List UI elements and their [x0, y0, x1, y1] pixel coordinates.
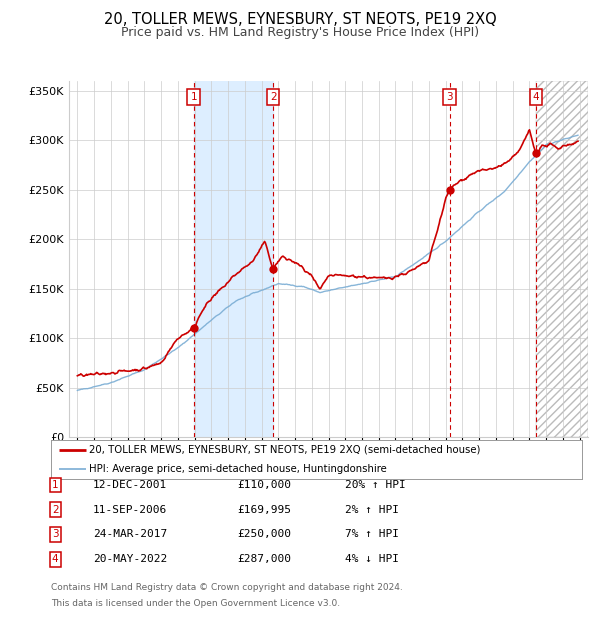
Text: £250,000: £250,000 — [237, 529, 291, 539]
Text: 3: 3 — [52, 529, 59, 539]
Text: 2: 2 — [52, 505, 59, 515]
Text: 11-SEP-2006: 11-SEP-2006 — [93, 505, 167, 515]
Text: HPI: Average price, semi-detached house, Huntingdonshire: HPI: Average price, semi-detached house,… — [89, 464, 387, 474]
Bar — [536, 81, 588, 437]
Text: £110,000: £110,000 — [237, 480, 291, 490]
Text: 20% ↑ HPI: 20% ↑ HPI — [345, 480, 406, 490]
Text: 20-MAY-2022: 20-MAY-2022 — [93, 554, 167, 564]
Text: Price paid vs. HM Land Registry's House Price Index (HPI): Price paid vs. HM Land Registry's House … — [121, 26, 479, 39]
Text: 20, TOLLER MEWS, EYNESBURY, ST NEOTS, PE19 2XQ: 20, TOLLER MEWS, EYNESBURY, ST NEOTS, PE… — [104, 12, 496, 27]
Bar — [536, 81, 588, 437]
Text: 1: 1 — [190, 92, 197, 102]
Text: Contains HM Land Registry data © Crown copyright and database right 2024.: Contains HM Land Registry data © Crown c… — [51, 583, 403, 592]
Text: 7% ↑ HPI: 7% ↑ HPI — [345, 529, 399, 539]
Text: This data is licensed under the Open Government Licence v3.0.: This data is licensed under the Open Gov… — [51, 598, 340, 608]
Text: 20, TOLLER MEWS, EYNESBURY, ST NEOTS, PE19 2XQ (semi-detached house): 20, TOLLER MEWS, EYNESBURY, ST NEOTS, PE… — [89, 445, 481, 455]
Text: £287,000: £287,000 — [237, 554, 291, 564]
Text: 24-MAR-2017: 24-MAR-2017 — [93, 529, 167, 539]
Bar — [194, 81, 273, 437]
Text: 12-DEC-2001: 12-DEC-2001 — [93, 480, 167, 490]
Text: 4: 4 — [532, 92, 539, 102]
Text: 4: 4 — [52, 554, 59, 564]
Text: 3: 3 — [446, 92, 453, 102]
Text: 1: 1 — [52, 480, 59, 490]
Text: 2% ↑ HPI: 2% ↑ HPI — [345, 505, 399, 515]
Text: 4% ↓ HPI: 4% ↓ HPI — [345, 554, 399, 564]
Text: 2: 2 — [270, 92, 277, 102]
Text: £169,995: £169,995 — [237, 505, 291, 515]
